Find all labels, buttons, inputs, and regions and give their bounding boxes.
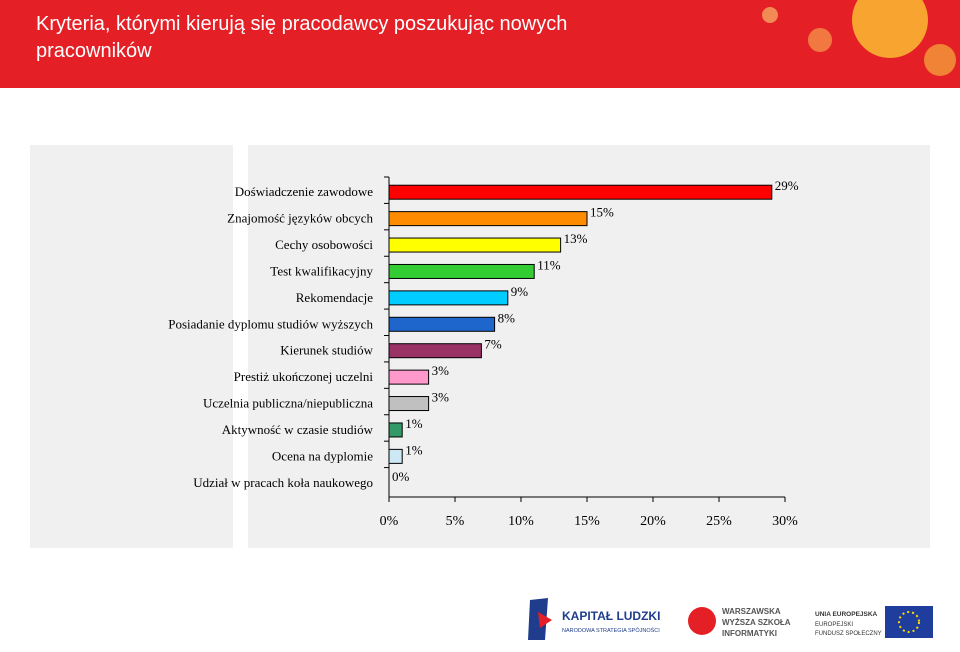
value-label: 13% [564,231,588,246]
bar [388,448,403,464]
chart: 0% 5% 10% 15% 20% 25% 30% Doświadczenie zawodow… [168,176,799,529]
bar [388,184,773,200]
header-band [0,0,960,88]
eu-flag [885,606,933,638]
logo-shape [538,612,552,628]
logo-shape [688,607,716,635]
logo-text: INFORMATYKI [722,629,777,638]
y-tick-label: Kierunek studiów [280,343,373,358]
value-label: 3% [432,390,450,405]
x-tick-label: 20% [640,514,666,529]
y-tick-label: Aktywność w czasie studiów [222,422,374,437]
value-label: 9% [511,284,529,299]
x-tick-label: 30% [772,514,798,529]
y-tick-label: Uczelnia publiczna/niepubliczna [203,396,373,411]
panel [248,145,930,548]
decor-circle [852,0,928,58]
value-label: 1% [405,442,423,457]
bar [388,290,509,306]
logo-text: WARSZAWSKA [722,607,781,616]
y-tick-label: Prestiż ukończonej uczelni [234,369,374,384]
bar [388,396,430,412]
x-tick-label: 0% [380,514,399,529]
y-tick-label: Test kwalifikacyjny [270,263,373,278]
x-tick-label: 25% [706,514,732,529]
x-tick-label: 5% [446,514,465,529]
eu-stars [898,611,920,633]
value-label: 15% [590,205,614,220]
y-tick-label: Rekomendacje [296,290,373,305]
bar [388,422,403,438]
y-tick-label: Doświadczenie zawodowe [235,184,373,199]
logo-text: NARODOWA STRATEGIA SPÓJNOŚCI [562,626,660,634]
x-tick-label: 10% [508,514,534,529]
bar [388,369,430,385]
y-tick-label: Cechy osobowości [275,237,373,252]
y-tick-label: Posiadanie dyplomu studiów wyższych [168,316,373,331]
bar [388,237,562,253]
bar [388,316,496,332]
value-label: 11% [537,257,561,272]
footer-logos: KAPITAŁ LUDZKI NARODOWA STRATEGIA SPÓJNO… [528,598,933,640]
value-label: 1% [405,416,423,431]
y-tick-label: Ocena na dyplomie [272,448,373,463]
logo-text: WYŻSZA SZKOŁA [722,618,791,627]
logo-text: UNIA EUROPEJSKA [815,611,878,618]
value-label: 7% [484,337,502,352]
logo-text: FUNDUSZ SPOŁECZNY [815,631,882,637]
value-label: 0% [392,469,410,484]
decor-circle [924,44,956,76]
bar [388,263,535,279]
bar [388,343,482,359]
value-label: 3% [432,363,450,378]
logo-text: EUROPEJSKI [815,622,853,628]
x-tick-label: 15% [574,514,600,529]
value-label: 8% [498,310,515,325]
value-label: 29% [775,178,799,193]
bar [388,211,588,227]
slide-title: Kryteria, którymi kierują się pracodawcy… [36,13,567,62]
y-tick-label: Znajomość języków obcych [227,211,373,226]
logo-shape [528,598,548,640]
logo-text: KAPITAŁ LUDZKI [562,609,660,623]
decor-circle [762,7,778,23]
y-tick-label: Udział w pracach koła naukowego [193,475,373,490]
decor-circle [808,28,832,52]
panel [30,145,233,548]
